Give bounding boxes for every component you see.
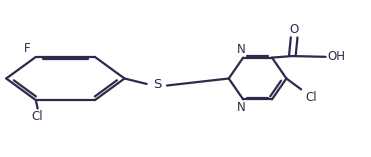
Text: S: S (154, 78, 162, 91)
Text: N: N (237, 43, 246, 56)
Text: O: O (289, 23, 299, 36)
Text: F: F (24, 42, 30, 55)
Text: N: N (237, 101, 246, 114)
Text: OH: OH (328, 50, 345, 63)
Text: Cl: Cl (305, 91, 316, 104)
Text: Cl: Cl (32, 110, 43, 123)
